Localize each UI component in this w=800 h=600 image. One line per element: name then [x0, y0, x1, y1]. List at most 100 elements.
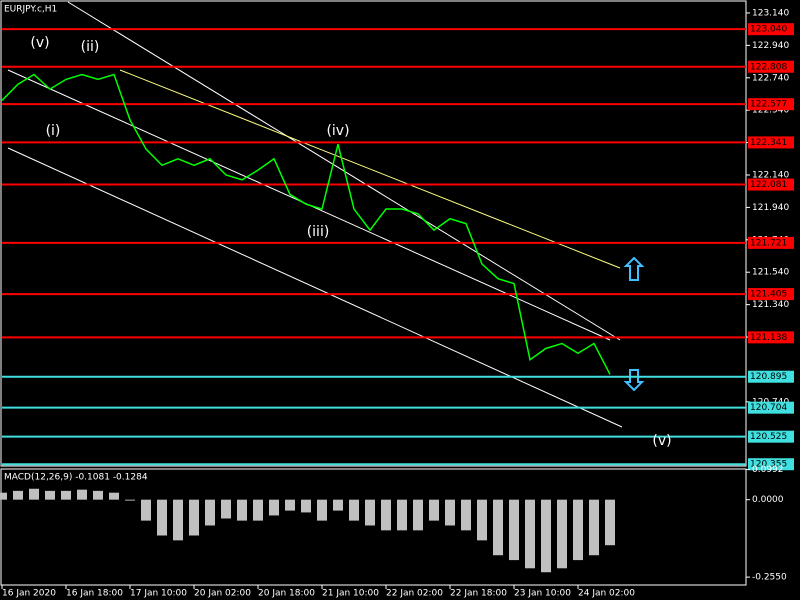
- macd-bar: [573, 499, 583, 561]
- macd-frame: [0, 468, 747, 586]
- macd-bar: [285, 499, 295, 511]
- level-label-box: [748, 178, 794, 191]
- up-arrow: [623, 256, 645, 281]
- y-tick-label: 123.140: [752, 8, 789, 18]
- y-tick-label: 121.340: [752, 300, 789, 310]
- macd-bar: [157, 499, 167, 536]
- macd-bar: [493, 499, 503, 556]
- level-label: 122.081: [750, 180, 787, 190]
- macd-bar: [429, 499, 439, 521]
- macd-bar: [93, 490, 103, 500]
- wave-label: (ii): [81, 39, 100, 55]
- macd-bar: [381, 499, 391, 531]
- macd-bar: [189, 499, 199, 536]
- x-tick-label: 16 Jan 18:00: [66, 589, 123, 599]
- level-label-box: [748, 136, 794, 149]
- macd-bar: [221, 499, 231, 519]
- macd-bar: [333, 499, 343, 511]
- price-line: [1, 73, 611, 375]
- macd-bar: [477, 499, 487, 541]
- level-label: 120.525: [750, 432, 787, 442]
- wave-label: (v): [30, 35, 49, 51]
- wave-label: (iv): [326, 123, 349, 139]
- y-tick-label: 122.740: [752, 73, 789, 83]
- y-tick-label: 0.0000: [752, 495, 784, 505]
- macd-bar: [589, 499, 599, 556]
- down-arrow: [623, 369, 645, 392]
- macd-bar: [61, 490, 71, 500]
- level-label: 121.405: [750, 290, 787, 300]
- macd-bar: [45, 490, 55, 500]
- y-tick-label: -0.2550: [752, 573, 787, 583]
- macd-bar: [413, 499, 423, 531]
- wave-label: (v): [652, 433, 671, 449]
- macd-bar: [509, 499, 519, 561]
- x-tick-label: 16 Jan 2020: [2, 589, 56, 599]
- level-label-box: [748, 430, 794, 443]
- y-tick-label: 122.140: [752, 170, 789, 180]
- macd-bar: [237, 499, 247, 521]
- level-label: 121.138: [750, 333, 787, 343]
- macd-bar: [301, 499, 311, 513]
- macd-bar: [141, 499, 151, 521]
- macd-bar: [0, 492, 7, 500]
- wave-label: (i): [46, 123, 61, 139]
- macd-bar: [269, 499, 279, 516]
- macd-bar: [349, 499, 359, 521]
- macd-bar: [445, 499, 455, 526]
- level-label-box: [748, 458, 794, 471]
- level-label-box: [748, 60, 794, 73]
- level-label-box: [748, 401, 794, 414]
- x-tick-label: 22 Jan 02:00: [386, 589, 443, 599]
- chart-title: EURJPY.c,H1: [4, 5, 57, 15]
- macd-bar: [557, 499, 567, 569]
- x-tick-label: 17 Jan 10:00: [130, 589, 187, 599]
- price-frame: [0, 0, 747, 467]
- macd-bar: [77, 489, 87, 500]
- macd-title: MACD(12,26,9) -0.1081 -0.1284: [4, 473, 148, 483]
- level-label: 122.577: [750, 100, 787, 110]
- level-label: 120.895: [750, 372, 787, 382]
- level-label: 120.355: [750, 460, 787, 470]
- trend-line: [119, 69, 621, 269]
- level-label-box: [748, 370, 794, 383]
- macd-bar: [317, 499, 327, 521]
- level-label-box: [748, 288, 794, 301]
- x-tick-label: 20 Jan 02:00: [194, 589, 251, 599]
- macd-bar: [541, 499, 551, 573]
- macd-bar: [205, 499, 215, 526]
- x-tick-label: 22 Jan 18:00: [450, 589, 507, 599]
- macd-bar: [125, 499, 135, 501]
- y-tick-label: 122.540: [752, 106, 789, 116]
- y-tick-label: 0.0992: [752, 465, 784, 475]
- macd-bar: [461, 499, 471, 531]
- y-tick-label: 121.540: [752, 268, 789, 278]
- level-label-box: [748, 331, 794, 344]
- macd-bar: [13, 490, 23, 500]
- macd-bar: [173, 499, 183, 541]
- channel-line: [7, 147, 623, 428]
- wave-label: (iii): [307, 224, 330, 240]
- macd-bar: [365, 499, 375, 526]
- level-label-box: [748, 23, 794, 36]
- y-tick-label: 121.940: [752, 203, 789, 213]
- level-label-box: [748, 236, 794, 249]
- level-label: 120.704: [750, 403, 787, 413]
- x-tick-label: 24 Jan 02:00: [578, 589, 635, 599]
- macd-bar: [397, 499, 407, 531]
- y-tick-label: 122.940: [752, 41, 789, 51]
- x-tick-label: 20 Jan 18:00: [258, 589, 315, 599]
- x-tick-label: 21 Jan 10:00: [322, 589, 379, 599]
- macd-bar: [29, 488, 39, 500]
- level-label: 122.341: [750, 138, 787, 148]
- level-label-box: [748, 98, 794, 111]
- macd-bar: [253, 499, 263, 521]
- x-tick-label: 23 Jan 10:00: [514, 589, 571, 599]
- macd-bar: [605, 499, 615, 546]
- level-label: 122.808: [750, 62, 787, 72]
- macd-bar: [109, 492, 119, 500]
- level-label: 121.721: [750, 238, 787, 248]
- level-label: 123.040: [750, 25, 787, 35]
- macd-bar: [525, 499, 535, 569]
